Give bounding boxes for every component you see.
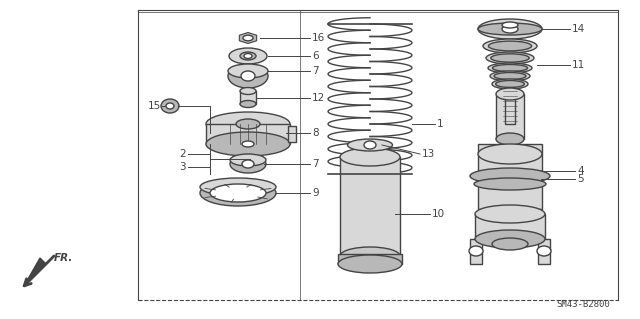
Ellipse shape bbox=[161, 99, 179, 113]
Text: 12: 12 bbox=[312, 93, 325, 103]
Bar bbox=[478, 144, 542, 209]
Ellipse shape bbox=[241, 71, 255, 81]
Ellipse shape bbox=[364, 141, 376, 149]
Text: 7: 7 bbox=[312, 66, 319, 76]
Ellipse shape bbox=[502, 22, 518, 28]
Ellipse shape bbox=[206, 132, 290, 156]
Ellipse shape bbox=[492, 64, 527, 71]
Text: 11: 11 bbox=[572, 60, 585, 70]
Text: 10: 10 bbox=[432, 209, 445, 219]
Bar bbox=[206, 124, 290, 144]
Ellipse shape bbox=[236, 119, 260, 129]
Ellipse shape bbox=[243, 35, 253, 41]
Text: 6: 6 bbox=[312, 51, 319, 61]
Ellipse shape bbox=[210, 184, 266, 202]
Ellipse shape bbox=[475, 205, 545, 223]
Text: SM43-B2800: SM43-B2800 bbox=[556, 300, 610, 309]
Ellipse shape bbox=[490, 71, 530, 81]
Bar bbox=[492, 232, 528, 244]
Ellipse shape bbox=[470, 168, 550, 184]
Ellipse shape bbox=[200, 180, 276, 206]
Text: 4: 4 bbox=[577, 166, 584, 176]
Ellipse shape bbox=[475, 230, 545, 248]
Ellipse shape bbox=[495, 80, 524, 87]
Bar bbox=[496, 94, 524, 139]
Ellipse shape bbox=[494, 72, 526, 79]
Text: 2: 2 bbox=[179, 149, 186, 159]
Ellipse shape bbox=[240, 100, 256, 108]
Ellipse shape bbox=[537, 246, 551, 256]
Ellipse shape bbox=[488, 41, 532, 51]
Ellipse shape bbox=[492, 238, 528, 250]
Text: FR.: FR. bbox=[54, 253, 74, 263]
Ellipse shape bbox=[348, 139, 392, 151]
Ellipse shape bbox=[338, 255, 402, 273]
Text: 15: 15 bbox=[148, 101, 161, 111]
Ellipse shape bbox=[478, 144, 542, 164]
Text: 9: 9 bbox=[312, 188, 319, 198]
Polygon shape bbox=[24, 258, 46, 286]
Ellipse shape bbox=[230, 154, 266, 166]
Text: 7: 7 bbox=[312, 159, 319, 169]
Bar bbox=[470, 239, 482, 264]
Ellipse shape bbox=[242, 160, 254, 168]
Ellipse shape bbox=[496, 88, 524, 100]
Ellipse shape bbox=[206, 112, 290, 136]
Ellipse shape bbox=[496, 133, 524, 145]
Ellipse shape bbox=[228, 64, 268, 78]
Ellipse shape bbox=[229, 48, 267, 64]
Ellipse shape bbox=[240, 87, 256, 94]
Ellipse shape bbox=[242, 141, 254, 147]
Polygon shape bbox=[239, 33, 257, 43]
Ellipse shape bbox=[483, 39, 537, 53]
Ellipse shape bbox=[228, 64, 268, 88]
Text: 13: 13 bbox=[422, 149, 435, 159]
Text: 16: 16 bbox=[312, 33, 325, 43]
Bar bbox=[475, 214, 545, 239]
Ellipse shape bbox=[240, 52, 256, 60]
Ellipse shape bbox=[478, 19, 542, 39]
Ellipse shape bbox=[491, 54, 529, 62]
Ellipse shape bbox=[230, 155, 266, 173]
Ellipse shape bbox=[478, 23, 542, 35]
Ellipse shape bbox=[166, 103, 174, 109]
Ellipse shape bbox=[340, 247, 400, 265]
Bar bbox=[538, 239, 550, 264]
Bar bbox=[505, 87, 515, 124]
Ellipse shape bbox=[469, 246, 483, 256]
Ellipse shape bbox=[492, 79, 528, 89]
Ellipse shape bbox=[488, 63, 532, 73]
Ellipse shape bbox=[244, 54, 252, 58]
Text: 1: 1 bbox=[437, 119, 444, 129]
Ellipse shape bbox=[474, 178, 546, 190]
Text: 5: 5 bbox=[577, 174, 584, 184]
Bar bbox=[338, 254, 402, 264]
Ellipse shape bbox=[486, 52, 534, 64]
Ellipse shape bbox=[200, 178, 276, 196]
Ellipse shape bbox=[502, 25, 518, 33]
Ellipse shape bbox=[340, 148, 400, 166]
Bar bbox=[288, 126, 296, 142]
Text: 8: 8 bbox=[312, 128, 319, 138]
Text: 3: 3 bbox=[179, 162, 186, 172]
Text: 14: 14 bbox=[572, 24, 585, 34]
Bar bbox=[340, 157, 400, 256]
Bar bbox=[240, 91, 256, 104]
